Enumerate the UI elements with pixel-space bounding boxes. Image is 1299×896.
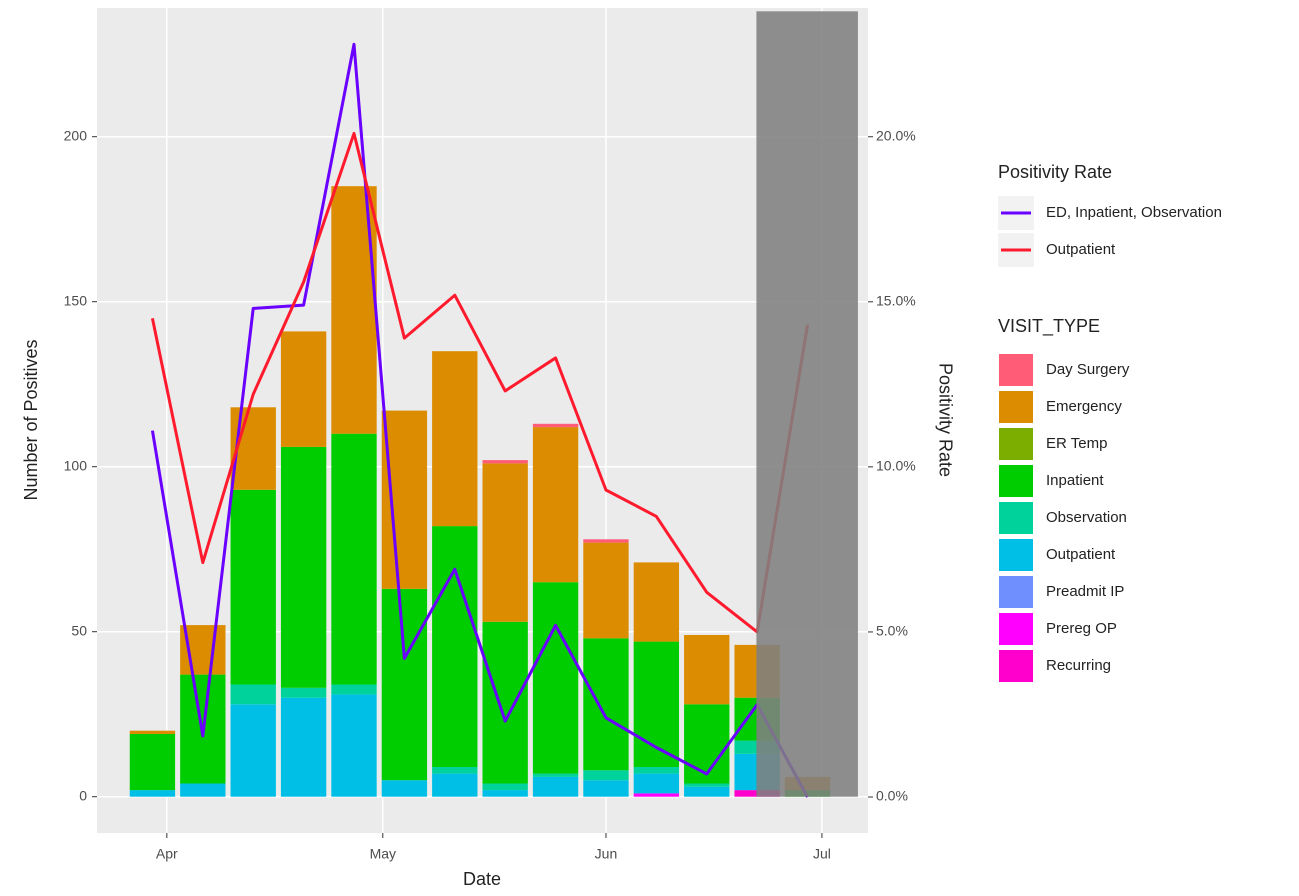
bar [532, 423, 579, 428]
legend-label: Inpatient [1046, 472, 1104, 489]
legend-key [999, 465, 1033, 497]
legend-label: Recurring [1046, 657, 1111, 674]
bar [280, 697, 327, 797]
bar [482, 790, 528, 797]
bar [583, 770, 629, 781]
bar [129, 734, 176, 791]
x-tick-label: Jul [813, 846, 831, 862]
legend-title: Positivity Rate [998, 162, 1112, 182]
bar [280, 331, 327, 447]
bar [230, 704, 276, 797]
y-tick-label: 200 [64, 127, 88, 143]
bar [381, 410, 428, 589]
bar [684, 704, 730, 784]
x-tick-label: Jun [595, 846, 618, 862]
bar [180, 783, 226, 797]
bar [381, 588, 428, 781]
y2-tick-label: 15.0% [876, 293, 916, 309]
marks [129, 11, 858, 798]
bar [583, 638, 629, 771]
bar [583, 542, 629, 639]
bar [331, 433, 377, 685]
bar [482, 460, 528, 464]
bar [482, 621, 528, 784]
y-tick-label: 100 [64, 457, 88, 473]
legend-label: Day Surgery [1046, 361, 1130, 378]
bar [129, 790, 176, 797]
legend-label: Outpatient [1046, 241, 1116, 258]
y-tick-label: 0 [79, 787, 87, 803]
bar [532, 427, 579, 583]
bar [432, 351, 478, 527]
legend-key [999, 391, 1033, 423]
shaded-region [756, 11, 858, 797]
bar [331, 684, 377, 695]
bar [633, 562, 680, 642]
legend-key [999, 428, 1033, 460]
legend: ED, Inpatient, Observation Outpatient Day … [998, 196, 1222, 682]
y-axis-label: Number of Positives [21, 339, 41, 500]
line [150, 131, 810, 634]
bar [633, 773, 680, 794]
legend-key [999, 576, 1033, 608]
bar [532, 582, 579, 774]
bar [230, 684, 276, 705]
legend-label: Preadmit IP [1046, 583, 1124, 600]
bar [684, 783, 730, 787]
bar [684, 786, 730, 797]
legend-label: Observation [1046, 509, 1127, 526]
bar [280, 446, 327, 688]
bar [432, 767, 478, 774]
legend-label: Outpatient [1046, 546, 1116, 563]
legend-label: Emergency [1046, 398, 1122, 415]
legend-label: ER Temp [1046, 435, 1107, 452]
y-tick-label: 50 [71, 622, 87, 638]
y2-tick-label: 5.0% [876, 623, 908, 639]
bar [129, 730, 176, 734]
y2-tick-label: 10.0% [876, 458, 916, 474]
bar [532, 776, 579, 797]
bar [482, 463, 528, 622]
legend-title: VISIT_TYPE [998, 316, 1100, 337]
y2-tick-label: 20.0% [876, 127, 916, 143]
bar [381, 780, 428, 797]
bar [432, 526, 478, 767]
legend-key [999, 650, 1033, 682]
x-axis-label: Date [463, 869, 501, 889]
bar [633, 793, 680, 797]
bar [280, 687, 327, 698]
bar [633, 767, 680, 774]
bar [482, 783, 528, 791]
y2-axis-label: Positivity Rate [935, 363, 955, 477]
bar [230, 489, 276, 685]
legend-label: ED, Inpatient, Observation [1046, 204, 1222, 221]
bar [331, 694, 377, 797]
y2-tick-label: 0.0% [876, 788, 908, 804]
bar [684, 635, 730, 705]
legend-key [999, 613, 1033, 645]
line [150, 42, 809, 798]
legend-key [999, 502, 1033, 534]
x-tick-label: May [370, 846, 396, 862]
bar [583, 780, 629, 797]
legend-label: Prereg OP [1046, 620, 1117, 637]
bar [583, 539, 629, 543]
axes: 0 50 100 150 200 0.0% 5.0% 10.0% 15.0% 20.0% Apr Ma… [64, 127, 916, 861]
bar [432, 773, 478, 797]
bar [532, 773, 579, 777]
y-tick-label: 150 [64, 292, 88, 308]
legend-key [999, 354, 1033, 386]
x-tick-label: Apr [156, 846, 178, 862]
legend-key [999, 539, 1033, 571]
